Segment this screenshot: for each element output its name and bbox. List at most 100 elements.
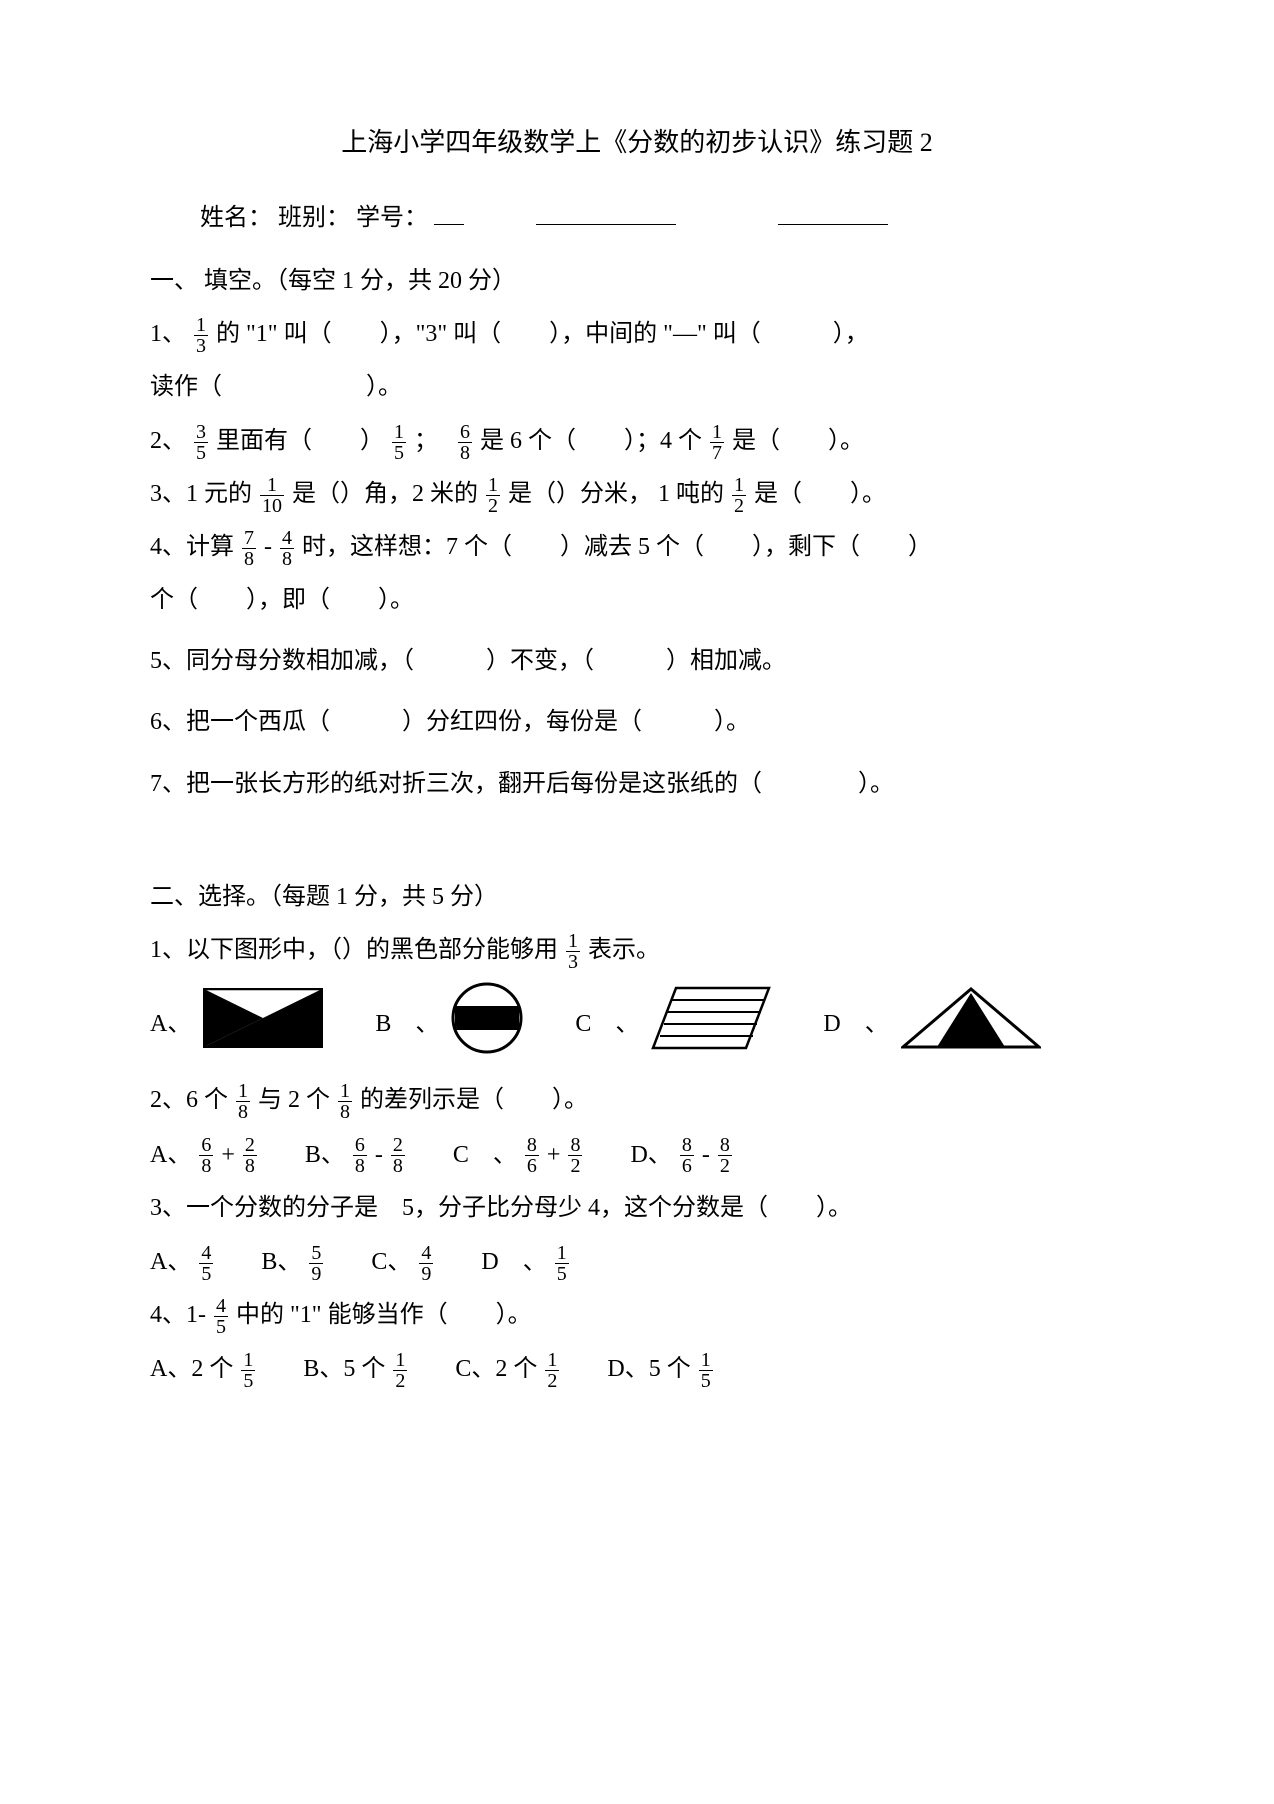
opt-c: C、 49 — [371, 1241, 435, 1284]
label: A、 — [150, 1249, 191, 1275]
opt-label: C 、 — [575, 1011, 639, 1037]
opt-c: C、2 个 12 — [455, 1348, 561, 1391]
fraction: 1 5 — [392, 422, 406, 463]
text: 时，这样想：7 个（ ）减去 5 个（ ），剩下（ ） — [302, 534, 932, 560]
label: D、 — [630, 1142, 671, 1168]
text: 1、以下图形中，（）的黑色部分能够用 — [150, 937, 558, 963]
q4-cont: 个（ ），即（ ）。 — [150, 579, 1124, 622]
s2-q4: 4、1- 45 中的 "1" 能够当作（ ）。 — [150, 1294, 1124, 1337]
label: D、5 个 — [607, 1356, 690, 1382]
opt-a: A、2 个 15 — [150, 1348, 257, 1391]
s2-q1: 1、以下图形中，（）的黑色部分能够用 1 3 表示。 — [150, 929, 1124, 972]
text: 里面有（ ） — [216, 428, 384, 454]
fraction: 45 — [199, 1243, 213, 1284]
text: 是 6 个（ ）；4 个 — [480, 428, 702, 454]
q1-text: 的 "1" 叫（ ），"3" 叫（ ），中间的 "—" 叫（ ）， — [216, 321, 869, 347]
text: 中的 "1" 能够当作（ ）。 — [236, 1302, 532, 1328]
opt-d: D、5 个 15 — [607, 1348, 714, 1391]
text: 是（ ）。 — [732, 428, 864, 454]
q6: 6、把一个西瓜（ ）分红四份，每份是（ ）。 — [150, 701, 1124, 744]
opt-b: B、 68 - 28 — [305, 1134, 407, 1177]
label: B、 — [261, 1249, 301, 1275]
opt-label: B 、 — [375, 1011, 439, 1037]
fraction: 1 2 — [732, 475, 746, 516]
minus: - — [264, 534, 272, 560]
fraction: 15 — [241, 1350, 255, 1391]
label: B、5 个 — [303, 1356, 385, 1382]
fraction: 1 3 — [566, 931, 580, 972]
fraction: 28 — [243, 1135, 257, 1176]
op: - — [702, 1142, 710, 1168]
text: 3、1 元的 — [150, 481, 252, 507]
label: B、 — [305, 1142, 345, 1168]
blank — [536, 200, 676, 225]
opt-label: D 、 — [823, 1011, 888, 1037]
student-info: 姓名： 班别： 学号： — [200, 197, 1124, 240]
q5: 5、同分母分数相加减，（ ）不变，（ ）相加减。 — [150, 640, 1124, 683]
q1-num: 1、 — [150, 321, 186, 347]
id-label: 学号： — [356, 205, 428, 231]
fraction: 7 8 — [242, 528, 256, 569]
label: C、2 个 — [455, 1356, 537, 1382]
fraction: 3 5 — [194, 422, 208, 463]
s2-q3: 3、一个分数的分子是 5，分子比分母少 4，这个分数是（ ）。 — [150, 1187, 1124, 1230]
q4: 4、计算 7 8 - 4 8 时，这样想：7 个（ ）减去 5 个（ ），剩下（… — [150, 526, 1124, 569]
s2-q2: 2、6 个 1 8 与 2 个 1 8 的差列示是（ ）。 — [150, 1079, 1124, 1122]
text: 是（）分米， 1 吨的 — [508, 481, 724, 507]
label: C 、 — [453, 1142, 517, 1168]
q3: 3、1 元的 1 10 是（）角，2 米的 1 2 是（）分米， 1 吨的 1 … — [150, 473, 1124, 516]
fraction: 59 — [309, 1243, 323, 1284]
text: ； — [414, 428, 450, 454]
text: 2、6 个 — [150, 1087, 228, 1113]
text: 的差列示是（ ）。 — [360, 1087, 588, 1113]
opt-d: D 、 15 — [481, 1241, 570, 1284]
text: 是（）角，2 米的 — [292, 481, 478, 507]
opt-b: B、 59 — [261, 1241, 325, 1284]
opt-b: B、5 个 12 — [303, 1348, 409, 1391]
text: 是（ ）。 — [754, 481, 886, 507]
opt-a: A、 45 — [150, 1241, 215, 1284]
s2-q4-opts: A、2 个 15 B、5 个 12 C、2 个 12 D、5 个 15 — [150, 1347, 1124, 1391]
fraction: 1 7 — [710, 422, 724, 463]
q7: 7、把一张长方形的纸对折三次，翻开后每份是这张纸的（ ）。 — [150, 763, 1124, 806]
fraction: 6 8 — [458, 422, 472, 463]
fraction: 82 — [568, 1135, 582, 1176]
opt-c: C 、 86 + 82 — [453, 1134, 585, 1177]
text: 4、1- — [150, 1302, 206, 1328]
section-1-header: 一、 填空。（每空 1 分，共 20 分） — [150, 260, 1124, 303]
fraction: 1 8 — [236, 1081, 250, 1122]
shape-c-icon — [651, 986, 771, 1065]
opt-label: A、 — [150, 1011, 191, 1037]
fraction: 28 — [391, 1135, 405, 1176]
shape-a-icon — [203, 988, 323, 1063]
opt-d: D 、 — [823, 987, 1046, 1064]
q1-cont: 读作（ ）。 — [150, 366, 1124, 409]
label: C、 — [371, 1249, 411, 1275]
fraction: 1 2 — [486, 475, 500, 516]
q2-num: 2、 — [150, 428, 186, 454]
shape-d-icon — [901, 987, 1041, 1064]
fraction: 1 10 — [260, 475, 284, 516]
fraction: 12 — [545, 1350, 559, 1391]
fraction: 15 — [699, 1350, 713, 1391]
opt-a: A、 — [150, 988, 329, 1063]
fraction: 4 8 — [280, 528, 294, 569]
name-label: 姓名： — [200, 205, 272, 231]
blank — [778, 200, 888, 225]
fraction: 1 8 — [338, 1081, 352, 1122]
op: - — [375, 1142, 383, 1168]
label: A、 — [150, 1142, 191, 1168]
s2-q1-opts: A、 B 、 C 、 — [150, 982, 1124, 1069]
label: D 、 — [481, 1249, 546, 1275]
label: A、2 个 — [150, 1356, 233, 1382]
fraction: 86 — [525, 1135, 539, 1176]
op: + — [221, 1142, 235, 1168]
text: 4、计算 — [150, 534, 234, 560]
shape-b-icon — [451, 982, 523, 1069]
q1: 1、 1 3 的 "1" 叫（ ），"3" 叫（ ），中间的 "—" 叫（ ）， — [150, 313, 1124, 356]
fraction: 45 — [214, 1296, 228, 1337]
opt-a: A、 68 + 28 — [150, 1134, 259, 1177]
fraction: 86 — [680, 1135, 694, 1176]
opt-c: C 、 — [575, 986, 777, 1065]
page: 上海小学四年级数学上《分数的初步认识》练习题 2 姓名： 班别： 学号： 一、 … — [0, 0, 1274, 1461]
